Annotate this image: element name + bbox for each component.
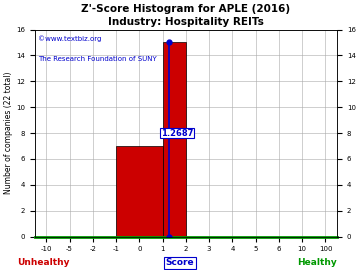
Text: Unhealthy: Unhealthy — [17, 258, 69, 267]
Text: Healthy: Healthy — [297, 258, 337, 267]
Y-axis label: Number of companies (22 total): Number of companies (22 total) — [4, 72, 13, 194]
Bar — [163, 42, 186, 237]
Text: ©www.textbiz.org: ©www.textbiz.org — [38, 36, 101, 42]
Text: The Research Foundation of SUNY: The Research Foundation of SUNY — [38, 56, 157, 62]
Text: 1.2687: 1.2687 — [161, 129, 193, 138]
Title: Z'-Score Histogram for APLE (2016)
Industry: Hospitality REITs: Z'-Score Histogram for APLE (2016) Indus… — [81, 4, 291, 27]
Bar — [116, 146, 163, 237]
Text: Score: Score — [166, 258, 194, 267]
